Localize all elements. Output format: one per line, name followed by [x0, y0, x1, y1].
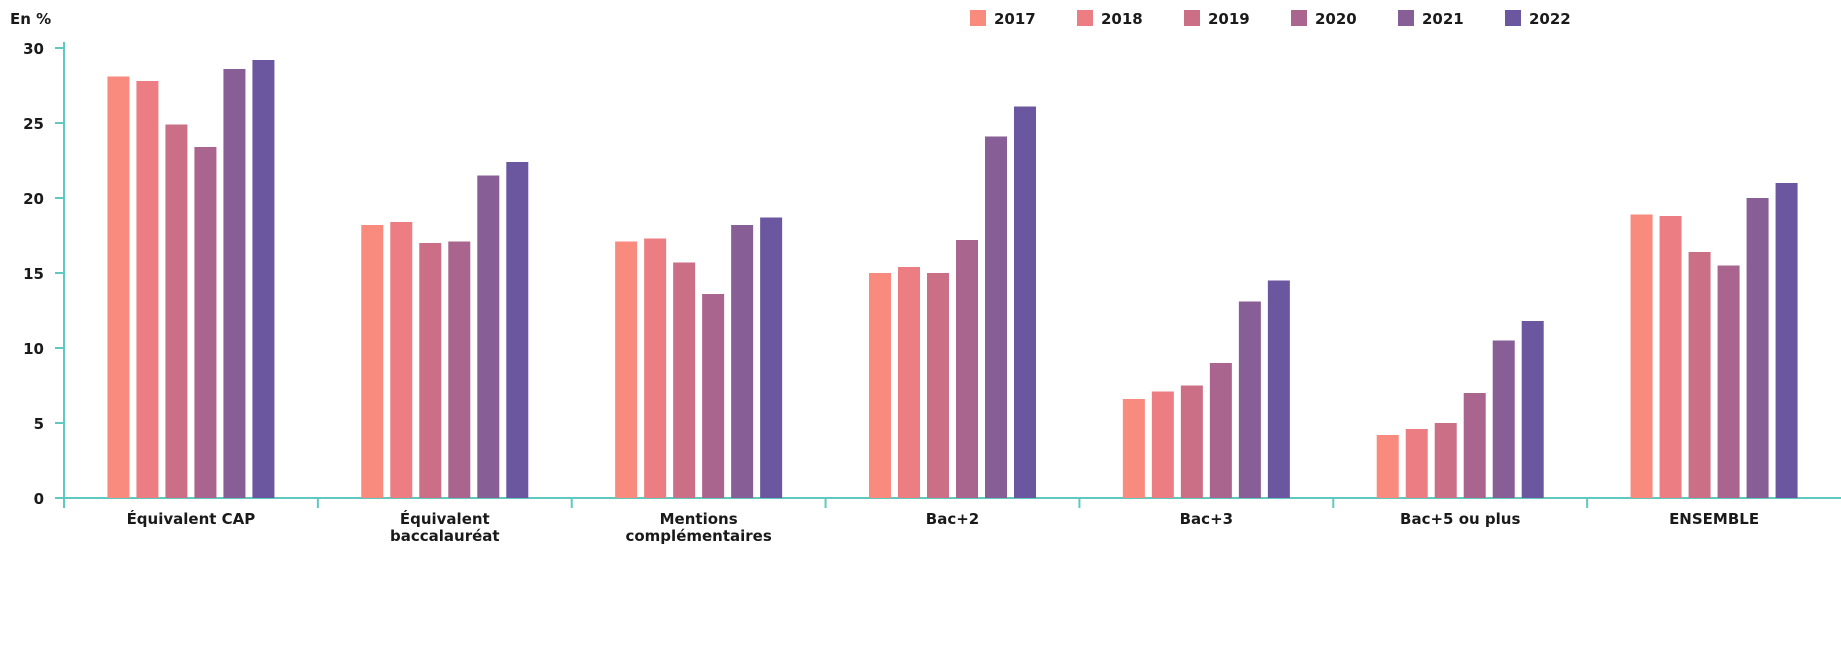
bar: [1659, 216, 1682, 498]
x-tick-label: Équivalent CAP: [127, 509, 256, 528]
y-tick-label: 20: [23, 190, 44, 208]
x-tick-label: Bac+2: [926, 510, 979, 528]
x-tick-label: Bac+3: [1180, 510, 1233, 528]
x-tick-label: Bac+5 ou plus: [1400, 510, 1520, 528]
bar: [615, 241, 638, 498]
bar: [223, 69, 246, 498]
y-tick-label: 5: [34, 415, 44, 433]
legend-swatch: [970, 10, 986, 26]
bar: [702, 294, 725, 498]
y-tick-label: 15: [23, 265, 44, 283]
legend-label: 2020: [1315, 10, 1357, 28]
bar: [760, 217, 783, 498]
bar: [898, 267, 920, 498]
bar: [194, 147, 217, 498]
legend-label: 2017: [994, 10, 1036, 28]
bar: [1463, 393, 1486, 498]
legend-swatch: [1398, 10, 1414, 26]
bar: [477, 175, 500, 498]
y-axis: 0 5 10 15 20 25 30: [23, 40, 65, 508]
legend-swatch: [1184, 10, 1200, 26]
bar: [252, 60, 275, 498]
bar: [107, 76, 130, 498]
bar: [644, 238, 667, 498]
bar: [1434, 423, 1457, 498]
x-tick-label: Mentions: [660, 510, 738, 528]
bar: [985, 136, 1007, 498]
y-tick-label: 0: [34, 490, 44, 508]
x-tick-label: ENSEMBLE: [1669, 510, 1759, 528]
bar: [731, 225, 754, 498]
y-tick-label: 30: [23, 40, 44, 58]
legend: 2017 2018 2019 2020 2021 2022: [970, 10, 1571, 28]
x-tick-label: Équivalent: [400, 509, 490, 528]
bar: [136, 81, 159, 498]
bar: [927, 273, 949, 498]
y-axis-title: En %: [10, 10, 51, 28]
bar: [1717, 265, 1740, 498]
bar: [1209, 363, 1232, 498]
bar: [448, 241, 471, 498]
legend-label: 2018: [1101, 10, 1143, 28]
bar: [1521, 321, 1544, 498]
bar: [1267, 280, 1290, 498]
bar: [673, 262, 696, 498]
bar: [1376, 435, 1399, 498]
legend-swatch: [1077, 10, 1093, 26]
bar: [869, 273, 891, 498]
legend-label: 2022: [1529, 10, 1571, 28]
bar: [1746, 198, 1769, 498]
bar: [506, 162, 529, 498]
bar: [419, 243, 442, 498]
bar: [1492, 340, 1515, 498]
bar: [1688, 252, 1711, 498]
bar: [1122, 399, 1145, 498]
bar: [165, 124, 188, 498]
bar: [361, 225, 384, 498]
x-tick-label: complémentaires: [625, 527, 771, 545]
bar: [1405, 429, 1428, 498]
bar: [1630, 214, 1653, 498]
bar: [1775, 183, 1798, 498]
y-tick-label: 25: [23, 115, 44, 133]
bars: [107, 60, 1798, 498]
x-tick-label: baccalauréat: [390, 527, 500, 545]
bar: [1014, 106, 1036, 498]
bar: [1238, 301, 1261, 498]
bar: [1151, 391, 1174, 498]
legend-swatch: [1505, 10, 1521, 26]
legend-swatch: [1291, 10, 1307, 26]
bar: [390, 222, 413, 498]
legend-label: 2021: [1422, 10, 1464, 28]
y-tick-label: 10: [23, 340, 44, 358]
bar: [956, 240, 978, 498]
bar: [1180, 385, 1203, 498]
legend-label: 2019: [1208, 10, 1250, 28]
